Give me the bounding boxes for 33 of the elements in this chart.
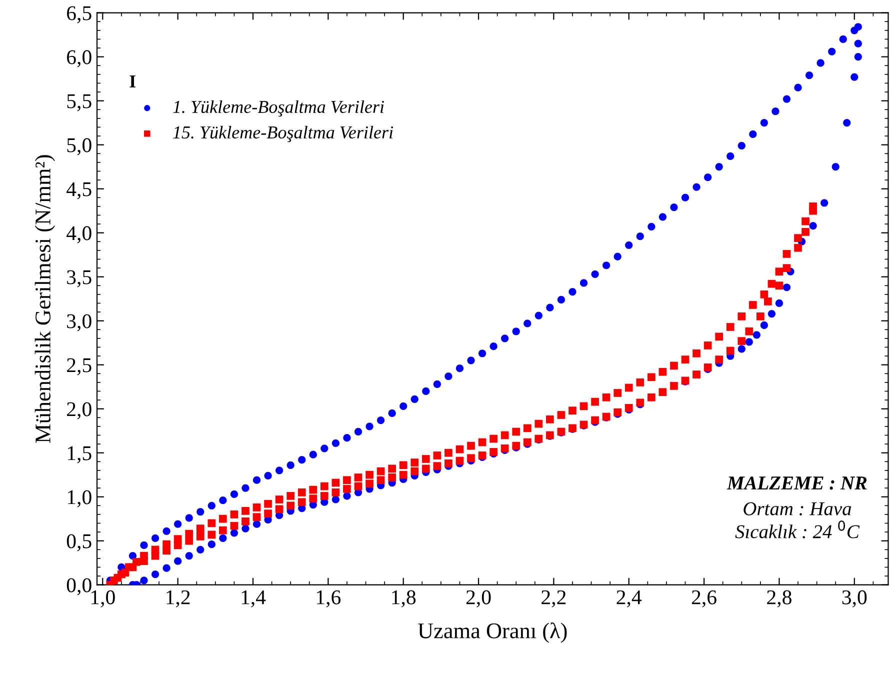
x-tick-label: 1,2 <box>166 590 190 608</box>
x-tick-label: 2,2 <box>542 590 566 608</box>
x-tick-label: 3,0 <box>842 590 867 608</box>
y-tick-label: 3,5 <box>67 270 92 288</box>
x-tick-label: 1,4 <box>242 590 266 608</box>
y-tick-label: 6,0 <box>67 50 92 68</box>
y-tick-label: 5,5 <box>67 94 92 112</box>
y-tick-label: 0,5 <box>66 534 92 552</box>
y-axis-title: Mühendislik Gerilmesi (N/mm²) <box>34 155 55 443</box>
annotation: Ortam : Hava <box>744 502 852 516</box>
y-tick-label: 4,5 <box>66 182 92 200</box>
annotation: Sıcaklık : 24 $^{0}$C <box>735 520 860 538</box>
y-tick-label: 6,5 <box>67 6 92 24</box>
x-axis-title: Uzama Oranı (λ) <box>418 622 567 643</box>
y-tick-label: 3,0 <box>67 314 92 332</box>
legend-label: 15. Yükleme-Boşaltma Verileri <box>173 126 394 142</box>
y-tick-label: 1,0 <box>68 490 92 508</box>
annotation: MALZEME : NR <box>726 476 867 490</box>
x-tick-label: 2,8 <box>767 590 792 608</box>
x-tick-label: 1,8 <box>392 590 416 608</box>
x-tick-label: 2,4 <box>616 590 642 608</box>
y-tick-label: 5,0 <box>67 138 92 156</box>
y-tick-label: 2,5 <box>67 358 92 376</box>
x-tick-label: 2,0 <box>466 590 491 608</box>
y-tick-label: 2,0 <box>67 402 92 420</box>
legend-title: I <box>130 76 136 88</box>
legend-label: 1. Yükleme-Boşaltma Verileri <box>173 100 384 117</box>
y-tick-label: 4,0 <box>66 226 92 244</box>
y-tick-label: 0,0 <box>66 578 92 596</box>
x-tick-label: 1,6 <box>316 590 341 608</box>
x-tick-label: 1,0 <box>91 590 115 608</box>
x-tick-label: 2,6 <box>692 590 716 608</box>
y-tick-label: 1,5 <box>68 446 92 464</box>
